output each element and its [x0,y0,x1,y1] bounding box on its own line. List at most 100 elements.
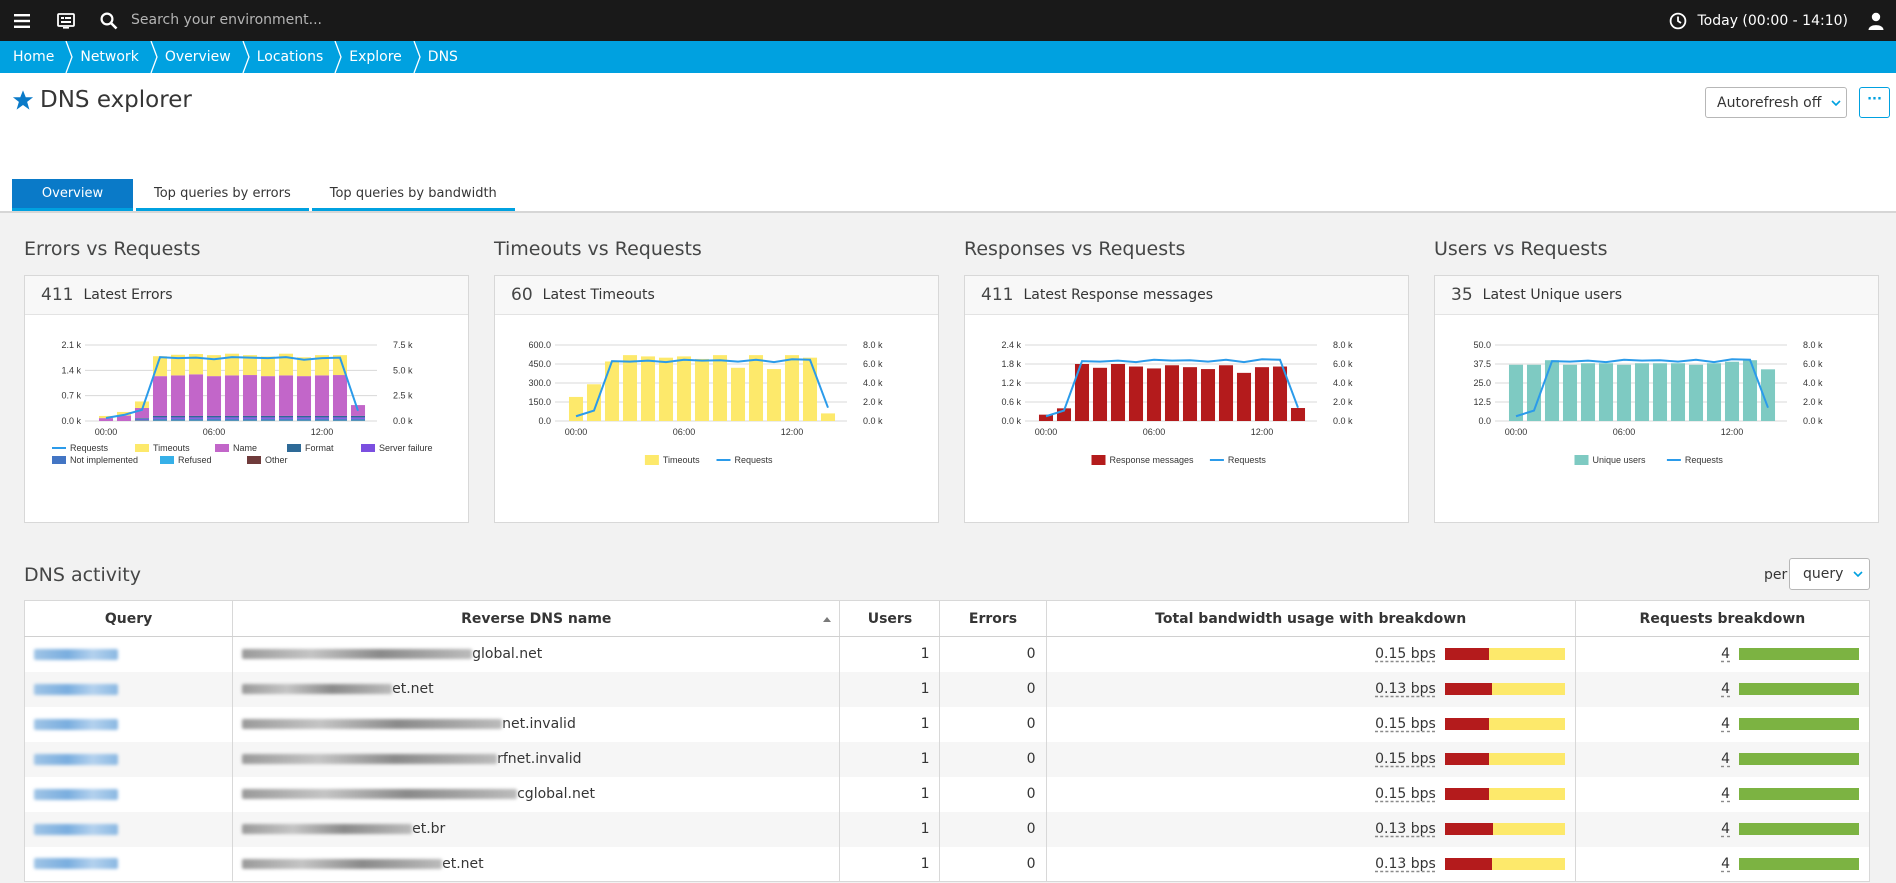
bar-timeouts[interactable] [622,355,638,421]
bar-timeouts[interactable] [730,367,746,421]
bar-not-implemented[interactable] [134,419,150,421]
bar-timeouts[interactable] [296,357,312,377]
bar-unique-users[interactable] [1616,364,1632,421]
table-row[interactable]: et.br 1 0 0.13 bps 4 [24,811,1871,847]
breadcrumb-network[interactable]: Network [67,41,158,73]
bar-response-messages[interactable] [1290,408,1306,421]
query-cell[interactable] [24,706,234,742]
bar-not-implemented[interactable] [170,418,186,420]
column-header-reverse-dns[interactable]: Reverse DNS name [232,600,841,637]
legend-label[interactable]: Requests [1685,455,1724,465]
legend-label[interactable]: Timeouts [663,455,700,465]
bar-server-failure[interactable] [278,417,294,419]
users-vs-requests-chart[interactable]: 50.0 37.5 25.0 12.5 0.0 8.0 k 6.0 k 4.0 k 2.0 k 0… [1435,316,1878,522]
bar-format[interactable] [170,415,186,418]
bar-name[interactable] [152,376,168,416]
bar-unique-users[interactable] [1652,363,1668,421]
bar-unique-users[interactable] [1688,364,1704,421]
bar-timeouts[interactable] [604,361,620,421]
bar-format[interactable] [260,415,276,418]
bar-name[interactable] [134,407,150,419]
bar-refused[interactable] [296,419,312,421]
bar-server-failure[interactable] [314,417,330,419]
bar-timeouts[interactable] [314,355,330,376]
chart-card-errors[interactable]: 411 Latest Errors 2.1 k 1.4 k 0.7 k 0.0 k 7.… [24,275,469,523]
legend-label[interactable]: Response messages [1110,455,1195,465]
bar-name[interactable] [224,375,240,416]
menu-icon[interactable] [10,0,34,41]
bar-format[interactable] [332,415,348,418]
bar-refused[interactable] [260,419,276,421]
errors-vs-requests-chart[interactable]: 2.1 k 1.4 k 0.7 k 0.0 k 7.5 k 5.0 k 2.5 k 0.0 k… [25,316,468,522]
bar-format[interactable] [134,418,150,419]
bandwidth-breakdown-bar[interactable] [1444,788,1565,800]
bar-server-failure[interactable] [170,417,186,419]
bar-not-implemented[interactable] [314,418,330,420]
bar-server-failure[interactable] [350,417,366,419]
bandwidth-value[interactable]: 0.13 bps [1375,821,1436,837]
table-row[interactable]: rfnet.invalid 1 0 0.15 bps 4 [24,741,1871,777]
table-row[interactable]: net.invalid 1 0 0.15 bps 4 [24,706,1871,742]
requests-breakdown-bar[interactable] [1739,718,1859,730]
bar-timeouts[interactable] [676,356,692,421]
query-link[interactable] [34,823,118,835]
legend-label[interactable]: Name [233,443,257,453]
bar-refused[interactable] [242,419,258,421]
bandwidth-breakdown-bar[interactable] [1444,648,1565,661]
bar-response-messages[interactable] [1092,367,1108,421]
tab-top-queries-by-bandwidth[interactable]: Top queries by bandwidth [311,179,515,211]
query-cell[interactable] [24,776,234,812]
legend-label[interactable]: Requests [70,443,109,453]
bar-refused[interactable] [350,419,366,421]
bar-response-messages[interactable] [1182,367,1198,421]
bar-not-implemented[interactable] [206,418,222,420]
bar-unique-users[interactable] [1670,363,1686,421]
bar-name[interactable] [278,375,294,416]
bandwidth-value[interactable]: 0.15 bps [1375,646,1436,663]
bar-response-messages[interactable] [1272,366,1288,421]
bar-response-messages[interactable] [1200,369,1216,421]
bandwidth-breakdown-bar[interactable] [1444,823,1565,835]
bar-server-failure[interactable] [260,417,276,419]
bar-not-implemented[interactable] [278,418,294,420]
requests-value[interactable]: 4 [1721,786,1730,802]
bar-name[interactable] [98,418,114,421]
bandwidth-breakdown-bar[interactable] [1444,683,1565,695]
bar-not-implemented[interactable] [260,418,276,420]
requests-value[interactable]: 4 [1721,716,1730,732]
breadcrumb-home[interactable]: Home [0,41,74,73]
column-header-errors[interactable]: Errors [939,600,1047,637]
bar-name[interactable] [314,375,330,416]
requests-line[interactable] [1515,358,1769,418]
bar-timeouts[interactable] [748,355,764,421]
bar-not-implemented[interactable] [224,418,240,420]
bar-refused[interactable] [314,419,330,421]
bar-timeouts[interactable] [242,355,258,376]
bar-not-implemented[interactable] [296,418,312,420]
bandwidth-breakdown-bar[interactable] [1444,857,1565,870]
timeframe-selector[interactable]: Today (00:00 - 14:10) [1669,0,1848,41]
bar-response-messages[interactable] [1146,368,1162,421]
table-row[interactable]: et.net 1 0 0.13 bps 4 [24,671,1871,707]
query-cell[interactable] [24,741,234,777]
bar-name[interactable] [188,374,204,416]
bandwidth-value[interactable]: 0.13 bps [1375,855,1436,872]
bar-server-failure[interactable] [332,417,348,419]
bandwidth-value[interactable]: 0.15 bps [1375,751,1436,767]
bar-format[interactable] [224,415,240,418]
legend-label[interactable]: Requests [1228,455,1267,465]
bar-response-messages[interactable] [1164,365,1180,421]
bar-response-messages[interactable] [1236,372,1252,421]
requests-line[interactable] [105,356,359,419]
bar-response-messages[interactable] [1038,414,1054,421]
bar-refused[interactable] [188,419,204,421]
bar-timeouts[interactable] [206,355,222,377]
legend-label[interactable]: Server failure [379,443,433,453]
legend-label[interactable]: Timeouts [153,443,190,453]
requests-line[interactable] [575,358,829,418]
bar-refused[interactable] [206,419,222,421]
bar-server-failure[interactable] [188,417,204,419]
bar-timeouts[interactable] [170,354,186,376]
bar-timeouts[interactable] [188,354,204,375]
column-header-bandwidth[interactable]: Total bandwidth usage with breakdown [1046,600,1576,637]
